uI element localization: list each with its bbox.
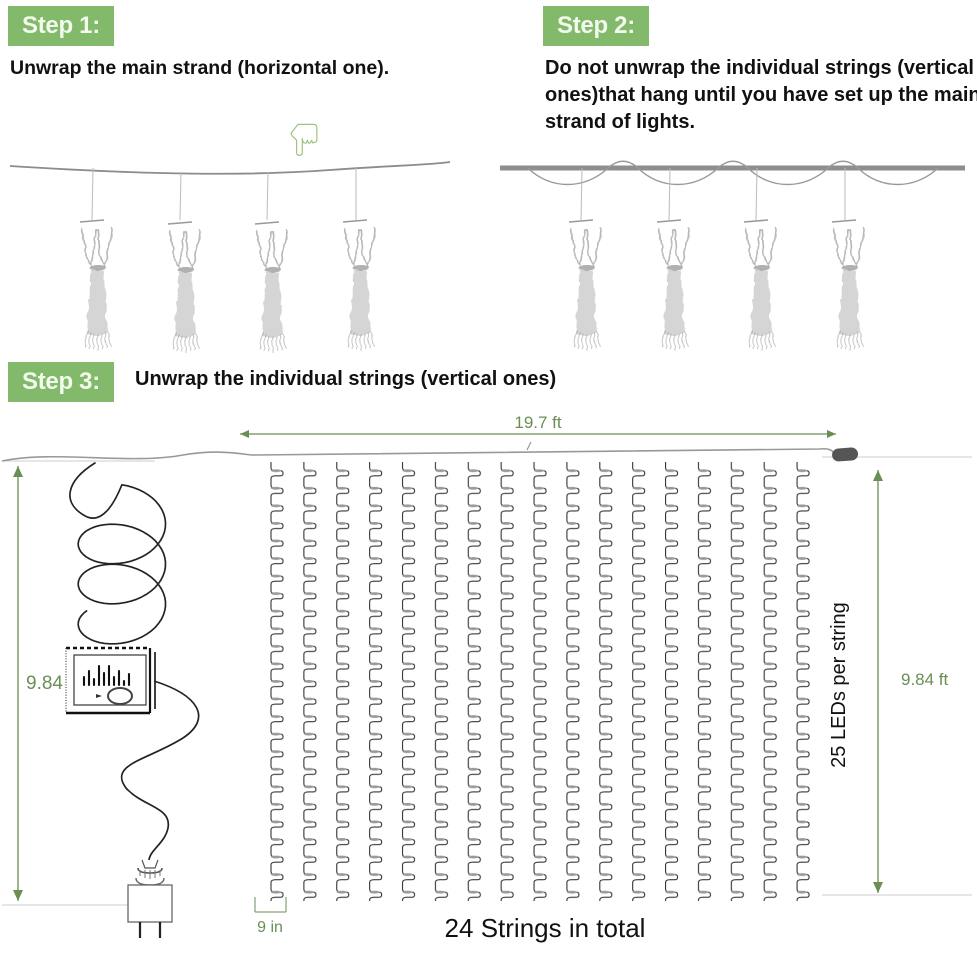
svg-text:9.84 ft: 9.84 ft <box>901 670 949 689</box>
svg-text:19.7 ft: 19.7 ft <box>514 413 562 432</box>
svg-text:9.84: 9.84 <box>26 673 63 694</box>
svg-text:24 Strings in total: 24 Strings in total <box>445 913 646 943</box>
svg-text:9 in: 9 in <box>257 919 283 936</box>
svg-text:25 LEDs per string: 25 LEDs per string <box>828 602 850 768</box>
